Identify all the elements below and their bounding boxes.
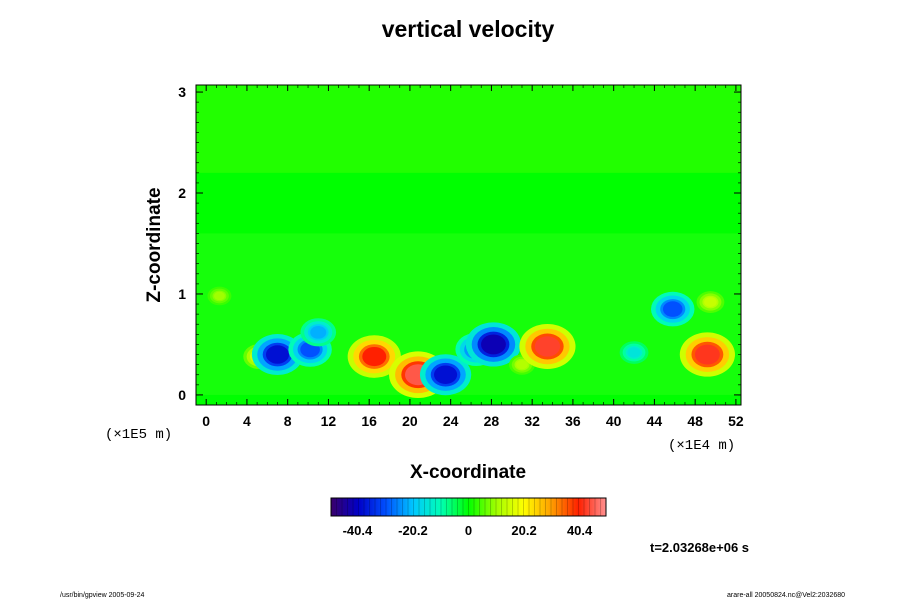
velocity-cell <box>627 347 641 358</box>
velocity-field <box>196 85 741 399</box>
velocity-cell <box>214 291 225 301</box>
y-tick-label: 1 <box>178 286 186 302</box>
y-tick-label: 0 <box>178 387 186 403</box>
velocity-cell <box>534 336 561 357</box>
velocity-cell <box>704 297 717 307</box>
x-tick-label: 24 <box>443 413 459 429</box>
x-axis-label: X-coordinate <box>410 462 526 483</box>
velocity-cell <box>694 344 720 365</box>
velocity-cell <box>310 325 327 339</box>
x-tick-label: 32 <box>524 413 540 429</box>
y-tick-label: 2 <box>178 185 186 201</box>
x-tick-label: 0 <box>202 413 210 429</box>
velocity-cell <box>481 334 506 355</box>
colorbar-tick-label: 20.2 <box>511 523 536 538</box>
x-tick-label: 40 <box>606 413 622 429</box>
footer-left: /usr/bin/gpview 2005-09-24 <box>60 592 145 599</box>
x-tick-label: 12 <box>321 413 337 429</box>
velocity-cell <box>516 360 528 370</box>
x-tick-label: 28 <box>484 413 500 429</box>
colorbar-ticks: -40.4 -20.2 0 20.2 40.4 <box>330 498 607 538</box>
x-tick-label: 20 <box>402 413 418 429</box>
velocity-cell <box>434 365 458 384</box>
plot-frame <box>195 84 742 406</box>
x-tick-label: 36 <box>565 413 581 429</box>
x-tick-label: 16 <box>361 413 377 429</box>
velocity-cell <box>362 346 387 367</box>
footer-right: arare-all 20050824.nc@Vel2:2032680 <box>727 592 845 599</box>
colorbar-tick-label: -40.4 <box>343 523 373 538</box>
x-tick-label: 8 <box>284 413 292 429</box>
x-tick-label: 52 <box>728 413 744 429</box>
x-tick-label: 48 <box>687 413 703 429</box>
x-tick-label: 44 <box>647 413 663 429</box>
y-tick-label: 3 <box>178 84 186 100</box>
y-axis-label: Z-coordinate <box>144 187 165 302</box>
field-band <box>196 85 741 173</box>
chart-title: vertical velocity <box>381 16 555 42</box>
colorbar-tick-label: 0 <box>465 523 472 538</box>
velocity-cell <box>265 345 290 364</box>
x-tick-label: 4 <box>243 413 251 429</box>
velocity-cell <box>662 301 683 317</box>
y-unit-label: (×1E5 m) <box>105 427 172 443</box>
time-label: t=2.03268e+06 s <box>650 540 749 555</box>
colorbar-tick-label: -20.2 <box>398 523 428 538</box>
colorbar-tick-label: 40.4 <box>567 523 593 538</box>
x-unit-label: (×1E4 m) <box>668 438 735 454</box>
